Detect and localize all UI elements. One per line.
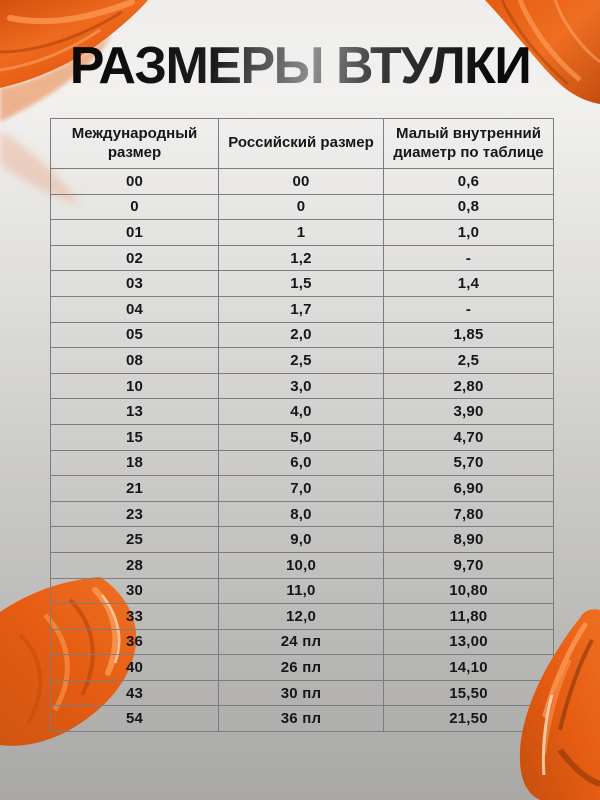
table-cell: 8,0 — [218, 500, 384, 528]
table-row: 18 6,0 5,70 — [50, 449, 554, 477]
table-row: 03 1,5 1,4 — [50, 270, 554, 297]
table-cell: 21 — [50, 475, 219, 502]
table-row: 36 24 пл 13,00 — [50, 628, 554, 656]
table-cell: 1,85 — [383, 321, 554, 349]
table-row: 21 7,0 6,90 — [50, 475, 554, 502]
table-cell: 30 — [50, 577, 219, 605]
table-cell: 30 пл — [218, 679, 384, 707]
table-row: 54 36 пл 21,50 — [50, 705, 554, 733]
table-cell: 3,0 — [218, 372, 384, 400]
table-cell: 05 — [50, 321, 219, 349]
table-row: 10 3,0 2,80 — [50, 372, 554, 400]
table-cell: 43 — [50, 679, 219, 707]
table-cell: 7,80 — [383, 500, 554, 528]
table-cell: 0 — [218, 193, 384, 221]
table-cell: 1,5 — [218, 270, 384, 297]
sizes-table: Международный размер Российский размер М… — [50, 118, 554, 733]
table-cell: 04 — [50, 295, 219, 323]
table-cell: 36 — [50, 628, 219, 656]
table-cell: 21,50 — [383, 705, 554, 733]
table-row: 33 12,0 11,80 — [50, 603, 554, 630]
table-cell: 1,2 — [218, 244, 384, 272]
table-row: 01 1 1,0 — [50, 219, 554, 246]
column-header-international-size: Международный размер — [50, 118, 219, 169]
table-cell: 11,0 — [218, 577, 384, 605]
table-cell: 0,8 — [383, 193, 554, 221]
table-cell: 9,70 — [383, 551, 554, 579]
table-cell: 33 — [50, 603, 219, 630]
table-cell: 01 — [50, 219, 219, 246]
table-cell: 8,90 — [383, 526, 554, 553]
column-header-inner-diameter: Малый внутренний диаметр по таблице — [383, 118, 554, 169]
table-cell: 3,90 — [383, 398, 554, 425]
table-cell: 08 — [50, 347, 219, 374]
page-title: РАЗМЕРЫ ВТУЛКИ — [0, 40, 600, 92]
table-cell: 5,0 — [218, 423, 384, 451]
table-row: 04 1,7- — [50, 295, 554, 323]
table-cell: 1,4 — [383, 270, 554, 297]
table-cell: 2,5 — [218, 347, 384, 374]
table-cell: 24 пл — [218, 628, 384, 656]
table-cell: 13,00 — [383, 628, 554, 656]
table-cell: 6,0 — [218, 449, 384, 477]
table-cell: 1,7 — [218, 295, 384, 323]
table-cell: 2,80 — [383, 372, 554, 400]
table-row: 30 11,0 10,80 — [50, 577, 554, 605]
table-cell: 0 — [50, 193, 219, 221]
table-cell: 12,0 — [218, 603, 384, 630]
table-cell: 10,80 — [383, 577, 554, 605]
table-row: 0 0 0,8 — [50, 193, 554, 221]
table-cell: 02 — [50, 244, 219, 272]
table-cell: 11,80 — [383, 603, 554, 630]
table-cell: 2,0 — [218, 321, 384, 349]
table-cell: 00 — [218, 168, 384, 195]
table-cell: 03 — [50, 270, 219, 297]
table-cell: 14,10 — [383, 654, 554, 681]
table-cell: 5,70 — [383, 449, 554, 477]
table-cell: 18 — [50, 449, 219, 477]
table-cell: 1,0 — [383, 219, 554, 246]
table-cell: 25 — [50, 526, 219, 553]
table-cell: 9,0 — [218, 526, 384, 553]
table-row: 15 5,0 4,70 — [50, 423, 554, 451]
table-cell: 26 пл — [218, 654, 384, 681]
table-cell: 4,70 — [383, 423, 554, 451]
table-cell: 54 — [50, 705, 219, 733]
table-cell: 0,6 — [383, 168, 554, 195]
table-cell: 4,0 — [218, 398, 384, 425]
table-row: 02 1,2- — [50, 244, 554, 272]
table-row: 43 30 пл 15,50 — [50, 679, 554, 707]
table-cell: 13 — [50, 398, 219, 425]
table-cell: 2,5 — [383, 347, 554, 374]
table-row: 05 2,0 1,85 — [50, 321, 554, 349]
column-header-russian-size: Российский размер — [218, 118, 384, 169]
table-cell: 23 — [50, 500, 219, 528]
table-cell: 6,90 — [383, 475, 554, 502]
table-row: 08 2,5 2,5 — [50, 347, 554, 374]
table-row: 28 10,0 9,70 — [50, 551, 554, 579]
table-row: 00 00 0,6 — [50, 168, 554, 195]
table-cell: 10 — [50, 372, 219, 400]
table-cell: 00 — [50, 168, 219, 195]
table-row: 13 4,0 3,90 — [50, 398, 554, 425]
table-cell: 40 — [50, 654, 219, 681]
table-cell: 15,50 — [383, 679, 554, 707]
table-cell: - — [383, 295, 554, 323]
table-cell: 7,0 — [218, 475, 384, 502]
table-cell: 28 — [50, 551, 219, 579]
table-row: 40 26 пл 14,10 — [50, 654, 554, 681]
table-cell: 15 — [50, 423, 219, 451]
table-cell: - — [383, 244, 554, 272]
table-body: 00 00 0,6 0 0 0,8 01 1 1,0 02 1,2-03 1,5 1,4 04 1,7-05… — [50, 168, 554, 733]
table-row: 25 9,0 8,90 — [50, 526, 554, 553]
table-row: 23 8,0 7,80 — [50, 500, 554, 528]
table-cell: 1 — [218, 219, 384, 246]
table-cell: 36 пл — [218, 705, 384, 733]
table-header-row: Международный размер Российский размер М… — [50, 118, 554, 169]
table-cell: 10,0 — [218, 551, 384, 579]
